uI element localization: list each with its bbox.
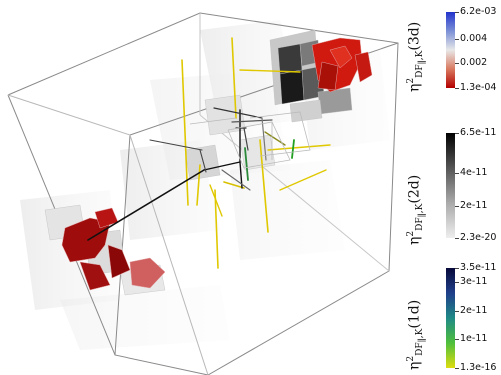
colorbar-3d-tick: 0.004 — [454, 33, 488, 44]
dark-edges — [87, 107, 273, 241]
colorbar-2d-tick: 2.3e-20 — [454, 232, 497, 243]
red-mesh-3d — [61, 37, 373, 291]
inner-wireframe — [189, 111, 311, 169]
colorbar-2d-tick: 6.5e-11 — [454, 127, 497, 138]
colorbar-1d-tick: 1.3e-16 — [454, 362, 497, 373]
colorbar-1d-tick: 3e-11 — [454, 276, 488, 287]
colorbar-2d-strip — [446, 133, 455, 238]
colorbar-3d-strip — [446, 12, 455, 88]
colorbar-1d-tick: 2e-11 — [454, 305, 488, 316]
colorbar-1d-label: η2DF∥,K(1d) — [406, 299, 429, 370]
colorbar-3d-label: η2DF∥,K(3d) — [406, 21, 429, 92]
edges-1d — [181, 37, 331, 269]
colorbar-3d-tick: 1.3e-04 — [454, 82, 497, 93]
colorbar-1d-strip — [446, 268, 455, 368]
colorbar-3d-tick: 6.2e-03 — [454, 6, 497, 17]
colorbar-2d-tick: 4e-11 — [454, 167, 488, 178]
colorbar-1d-tick: 1e-11 — [454, 333, 488, 344]
colorbar-2d-label: η2DF∥,K(2d) — [406, 174, 429, 245]
colorbar-3d-tick: 0.002 — [454, 57, 488, 68]
colorbar-1d-tick: 3.5e-11 — [454, 262, 497, 273]
colorbar-2d-tick: 2e-11 — [454, 200, 488, 211]
